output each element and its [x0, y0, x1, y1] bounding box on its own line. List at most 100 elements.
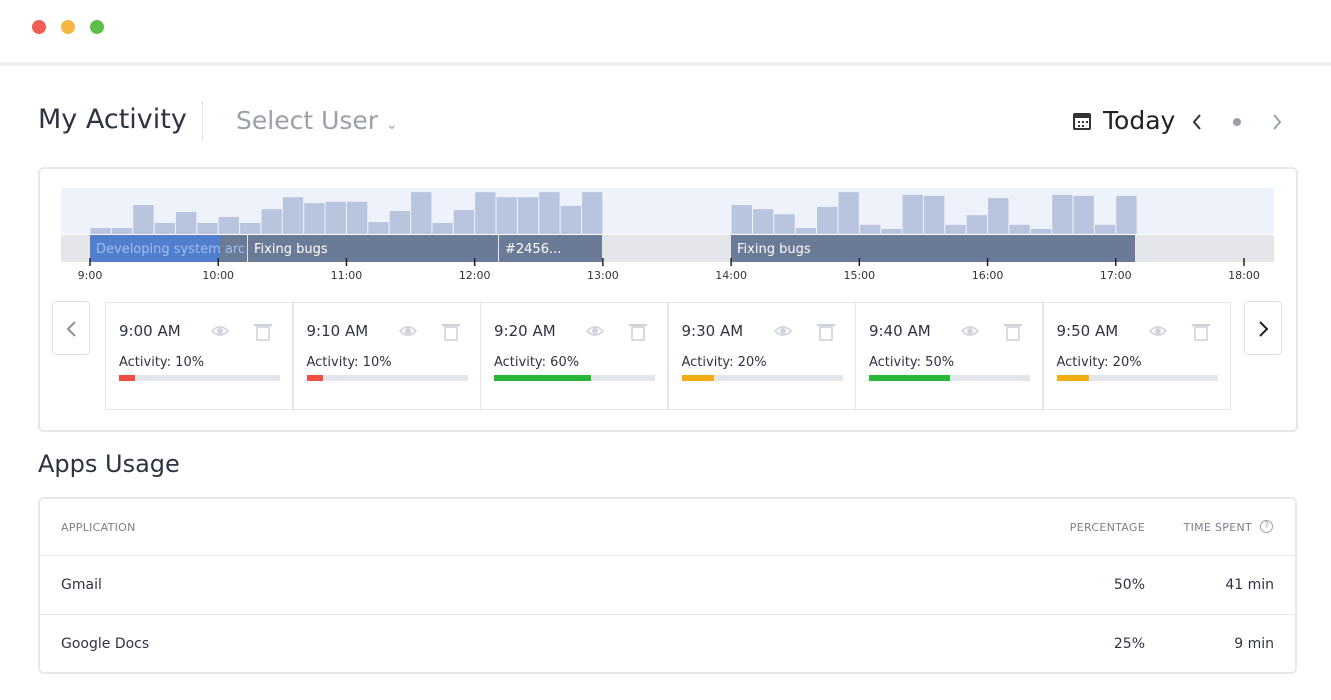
apps-table: [38, 497, 1297, 674]
window-bar: [0, 0, 1331, 66]
screenshot-card[interactable]: 9:10 AM Activity: 10%: [292, 302, 481, 410]
task-label: Developing system arc...: [96, 242, 257, 257]
activity-track: [681, 375, 843, 381]
hour-label: 18:00: [1228, 269, 1260, 282]
delete-icon[interactable]: [441, 324, 460, 341]
card-time: 9:00 AM: [119, 322, 181, 340]
view-icon[interactable]: [585, 326, 605, 336]
date-label: Today: [1103, 106, 1176, 135]
activity-bar: [411, 192, 432, 234]
activity-bar: [517, 197, 539, 234]
user-select[interactable]: Select User ⌄: [236, 106, 398, 135]
table-cell: 9 min: [1234, 636, 1274, 652]
activity-bar: [325, 201, 346, 234]
card-actions: [210, 321, 280, 345]
activity-bar: [966, 215, 988, 234]
activity-fill: [681, 375, 714, 381]
screenshot-card[interactable]: 9:00 AM Activity: 10%: [105, 302, 293, 410]
activity-bar: [817, 206, 838, 234]
activity-bar: [1052, 194, 1073, 234]
activity-bar: [560, 205, 582, 234]
screenshot-card[interactable]: 9:40 AM Activity: 50%: [855, 302, 1043, 410]
activity-track: [119, 375, 280, 381]
next-cards[interactable]: [1244, 301, 1282, 355]
prev-cards[interactable]: [52, 301, 90, 355]
section-title: Apps Usage: [38, 450, 180, 478]
activity-track: [306, 375, 468, 381]
card-time: 9:20 AM: [494, 322, 556, 340]
card-icons: [210, 324, 272, 341]
card-activity: Activity: 50%: [869, 355, 955, 370]
screenshot-card[interactable]: 9:20 AM Activity: 60%: [480, 302, 668, 410]
task-highlight: [90, 235, 220, 262]
today-dot[interactable]: [1233, 118, 1241, 126]
next-day[interactable]: [1273, 114, 1282, 130]
card-icons: [1148, 324, 1210, 341]
activity-bar: [282, 197, 304, 234]
activity-bar: [261, 209, 282, 234]
view-icon[interactable]: [210, 326, 230, 336]
row-divider: [40, 555, 1295, 556]
activity-bar: [859, 224, 881, 234]
hour-label: 17:00: [1100, 269, 1132, 282]
task-block: [248, 235, 498, 262]
card-time: 9:10 AM: [306, 322, 369, 340]
activity-bar: [838, 192, 859, 234]
delete-icon[interactable]: [1004, 324, 1022, 341]
activity-bar: [902, 194, 923, 234]
close-dot[interactable]: [32, 20, 46, 34]
hour-label: 12:00: [459, 269, 491, 282]
task-label: #2456...: [505, 242, 561, 257]
view-icon[interactable]: [398, 326, 417, 336]
activity-track: [1056, 375, 1218, 381]
hour-label: 13:00: [587, 269, 619, 282]
activity-bar: [582, 192, 603, 234]
task-block: [499, 235, 602, 262]
delete-icon[interactable]: [816, 324, 835, 341]
delete-icon[interactable]: [1191, 324, 1210, 341]
activity-bar: [90, 228, 111, 234]
help-icon: ?: [1260, 520, 1273, 533]
screenshot-card[interactable]: 9:30 AM Activity: 20%: [667, 302, 856, 410]
activity-bar: [988, 198, 1009, 234]
maximize-dot[interactable]: [90, 20, 104, 34]
view-icon[interactable]: [1148, 326, 1167, 336]
prev-day[interactable]: [1192, 114, 1201, 130]
activity-track: [869, 375, 1030, 381]
activity-bar: [945, 224, 966, 234]
column-header: APPLICATION: [61, 521, 136, 534]
table-cell: Gmail: [61, 577, 102, 593]
delete-icon[interactable]: [254, 324, 272, 341]
card-actions: [773, 321, 843, 345]
activity-bar: [795, 228, 817, 234]
card-activity: Activity: 20%: [681, 355, 767, 370]
hour-label: 11:00: [331, 269, 363, 282]
delete-icon[interactable]: [629, 324, 647, 341]
activity-bar: [304, 203, 325, 234]
hour-label: 14:00: [715, 269, 747, 282]
activity-bar: [175, 211, 197, 234]
next-icon: [1259, 321, 1269, 337]
date-nav: [1192, 114, 1282, 130]
column-header: TIME SPENT: [1183, 521, 1252, 534]
hour-label: 10:00: [202, 269, 234, 282]
prev-icon: [66, 321, 76, 337]
task-block: [731, 235, 1135, 262]
activity-bar: [539, 192, 560, 234]
activity-fill: [1056, 375, 1089, 381]
minimize-dot[interactable]: [61, 20, 75, 34]
card-activity: Activity: 10%: [306, 355, 392, 370]
table-cell: 41 min: [1225, 577, 1274, 593]
activity-bar: [1030, 228, 1052, 234]
activity-bar: [731, 205, 752, 234]
view-icon[interactable]: [960, 326, 980, 336]
screenshot-card[interactable]: 9:50 AM Activity: 20%: [1042, 302, 1231, 410]
task-label: Fixing bugs: [737, 242, 811, 257]
card-actions: [585, 321, 655, 345]
card-time: 9:40 AM: [869, 322, 931, 340]
card-icons: [960, 324, 1022, 341]
view-icon[interactable]: [773, 326, 792, 336]
chevron: ⌄: [386, 117, 398, 133]
